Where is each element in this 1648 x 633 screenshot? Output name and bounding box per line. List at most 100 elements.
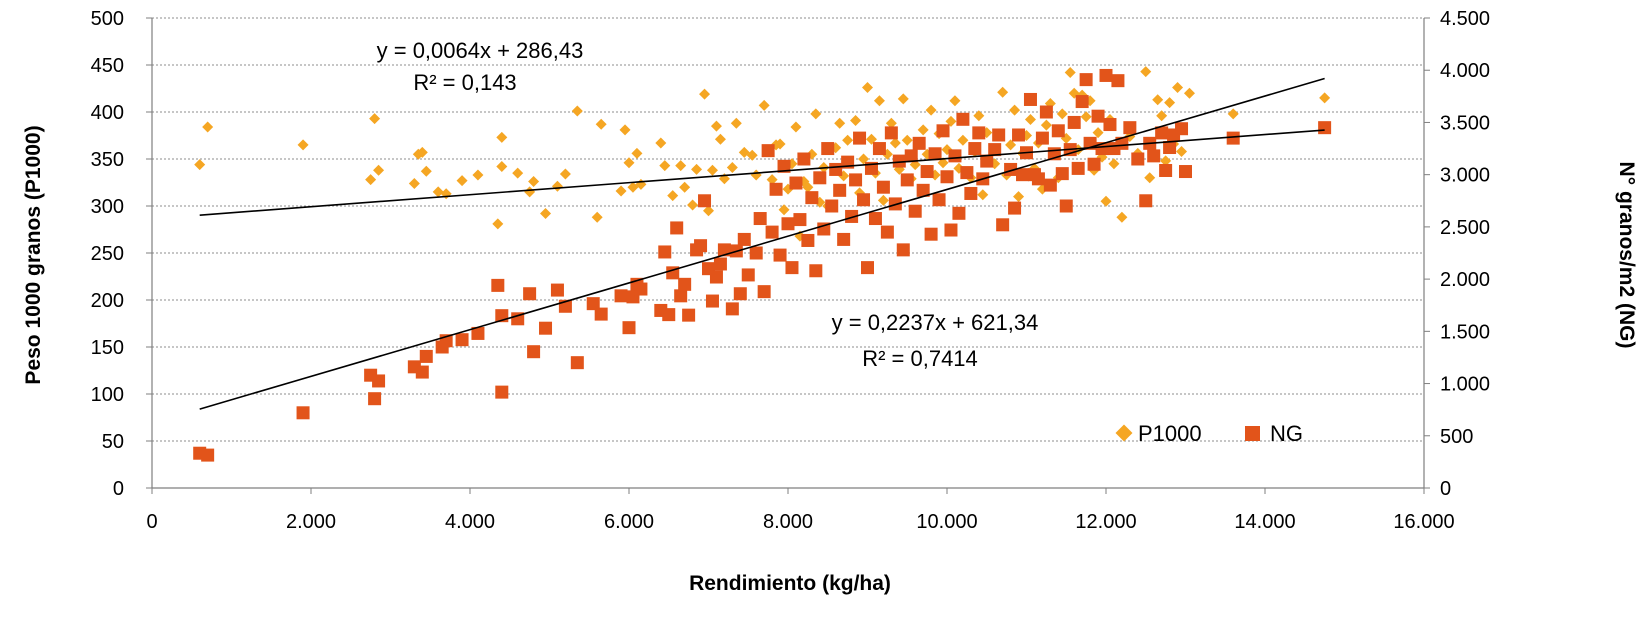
ng-point bbox=[1226, 131, 1240, 145]
ng-point bbox=[932, 193, 946, 207]
p1000-point bbox=[873, 95, 885, 107]
ng-point bbox=[570, 356, 584, 370]
ng-point bbox=[996, 218, 1010, 232]
trendline-ng bbox=[199, 77, 1325, 410]
ng-point bbox=[1131, 152, 1145, 166]
x-tick-label: 16.000 bbox=[1393, 511, 1454, 533]
p1000-point bbox=[1005, 139, 1017, 151]
ng-point bbox=[849, 173, 863, 187]
p1000-point bbox=[945, 115, 957, 127]
ng-point bbox=[1008, 201, 1022, 215]
p1000-point bbox=[420, 165, 432, 177]
y-left-tick-label: 0 bbox=[113, 478, 124, 500]
ng-point bbox=[1147, 149, 1161, 163]
axes bbox=[146, 17, 1430, 494]
p1000-point bbox=[1156, 110, 1168, 122]
x-tick-label: 0 bbox=[146, 511, 157, 533]
legend: P1000 NG bbox=[1115, 421, 1303, 446]
ng-point bbox=[1079, 73, 1093, 87]
ng-point bbox=[511, 312, 525, 326]
p1000-point bbox=[194, 159, 206, 171]
ng-point bbox=[495, 385, 509, 399]
p1000-point bbox=[901, 134, 913, 146]
x-tick-label: 8.000 bbox=[763, 511, 813, 533]
p1000-point bbox=[1064, 67, 1076, 79]
p1000-point bbox=[365, 174, 377, 186]
p1000-point bbox=[1172, 82, 1184, 94]
ng-point bbox=[936, 124, 950, 138]
legend-marker-p1000 bbox=[1115, 424, 1133, 442]
ng-point bbox=[837, 232, 851, 246]
p1000-point bbox=[591, 211, 603, 223]
ng-point bbox=[789, 176, 803, 190]
ng-point bbox=[622, 321, 636, 335]
ng-point bbox=[896, 243, 910, 257]
ng-point bbox=[960, 166, 974, 180]
ng-point bbox=[916, 183, 930, 197]
ng-point bbox=[868, 212, 882, 226]
p1000-point bbox=[714, 133, 726, 145]
p1000-point bbox=[202, 121, 214, 133]
ng-point bbox=[853, 131, 867, 145]
ng-point bbox=[1055, 167, 1069, 181]
p1000-point bbox=[369, 113, 381, 125]
p1000-point bbox=[679, 181, 691, 193]
p1000-point bbox=[659, 160, 671, 172]
p1000-point bbox=[1100, 195, 1112, 207]
legend-label-ng: NG bbox=[1270, 421, 1303, 446]
ng-point bbox=[550, 283, 564, 297]
ng-point bbox=[749, 246, 763, 260]
p1000-point bbox=[842, 134, 854, 146]
p1000-point bbox=[1092, 127, 1104, 139]
p1000-point bbox=[1160, 155, 1172, 167]
p1000-point bbox=[1108, 158, 1120, 170]
p1000-point bbox=[949, 95, 961, 107]
p1000-point bbox=[885, 117, 897, 129]
ng-point bbox=[678, 277, 692, 291]
p1000-point bbox=[571, 105, 583, 117]
ng-point bbox=[1175, 122, 1189, 136]
ng-point bbox=[1139, 194, 1153, 208]
ng-point bbox=[833, 183, 847, 197]
p1000-point bbox=[551, 180, 563, 192]
y-right-tick-label: 2.500 bbox=[1440, 217, 1490, 239]
ng-point bbox=[733, 287, 747, 301]
p1000-point bbox=[1164, 97, 1176, 109]
ng-point bbox=[785, 261, 799, 275]
ng-point bbox=[523, 287, 537, 301]
trendline-p1000 bbox=[199, 129, 1325, 216]
p1000-point bbox=[1140, 66, 1152, 78]
legend-label-p1000: P1000 bbox=[1138, 421, 1202, 446]
p1000-point bbox=[559, 168, 571, 180]
ng-point bbox=[884, 126, 898, 140]
y-right-tick-label: 4.500 bbox=[1440, 8, 1490, 30]
ng-point bbox=[1012, 128, 1026, 142]
ng-point bbox=[471, 326, 485, 340]
ng-point bbox=[709, 270, 723, 284]
ng-point bbox=[201, 448, 215, 462]
y-left-tick-label: 50 bbox=[102, 431, 124, 453]
p1000-point bbox=[687, 199, 699, 211]
p1000-point bbox=[1176, 145, 1188, 157]
ng-point bbox=[781, 217, 795, 231]
x-tick-label: 10.000 bbox=[916, 511, 977, 533]
ng-point bbox=[924, 227, 938, 241]
ng-point bbox=[415, 365, 429, 379]
y-left-tick-label: 250 bbox=[91, 243, 124, 265]
y-right-tick-label: 500 bbox=[1440, 426, 1473, 448]
ng-point bbox=[1067, 115, 1081, 129]
ng-point bbox=[1071, 161, 1085, 175]
ng-point bbox=[1091, 109, 1105, 123]
p1000-point bbox=[1152, 94, 1164, 106]
p1000-point bbox=[758, 99, 770, 111]
p1000-point bbox=[1227, 108, 1239, 120]
ng-point bbox=[956, 112, 970, 126]
ng-point bbox=[821, 142, 835, 156]
p1000-point bbox=[1319, 92, 1331, 104]
p1000-point bbox=[496, 131, 508, 143]
p1000-point bbox=[1116, 211, 1128, 223]
p1000-point bbox=[1009, 104, 1021, 116]
x-axis-title: Rendimiento (kg/ha) bbox=[689, 572, 891, 595]
ng-point bbox=[705, 294, 719, 308]
p1000-point bbox=[492, 218, 504, 230]
